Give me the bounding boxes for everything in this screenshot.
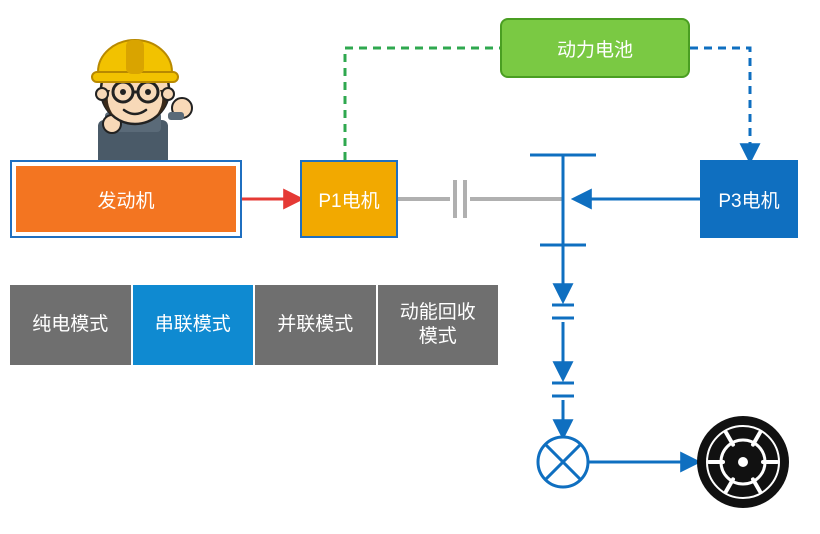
- mode-button-1[interactable]: 串联模式: [133, 285, 254, 365]
- p1-motor-node: P1电机: [300, 160, 398, 238]
- engine-label: 发动机: [97, 186, 154, 213]
- wheel-icon: [697, 416, 789, 508]
- clutch-icon: [455, 180, 465, 218]
- p1-motor-label: P1电机: [318, 186, 379, 213]
- battery-to-p3: [690, 48, 750, 160]
- diagram-canvas: [0, 0, 820, 534]
- mode-button-3[interactable]: 动能回收 模式: [378, 285, 499, 365]
- p1-to-battery: [345, 48, 500, 160]
- engine-inner: 发动机: [16, 166, 236, 232]
- battery-label: 动力电池: [557, 35, 633, 62]
- p3-motor-node: P3电机: [700, 160, 798, 238]
- p3-motor-label: P3电机: [718, 186, 779, 213]
- battery-node: 动力电池: [500, 18, 690, 78]
- worker-icon: [92, 40, 192, 170]
- mode-button-0[interactable]: 纯电模式: [10, 285, 131, 365]
- differential-icon: [538, 437, 588, 487]
- mode-button-2[interactable]: 并联模式: [255, 285, 376, 365]
